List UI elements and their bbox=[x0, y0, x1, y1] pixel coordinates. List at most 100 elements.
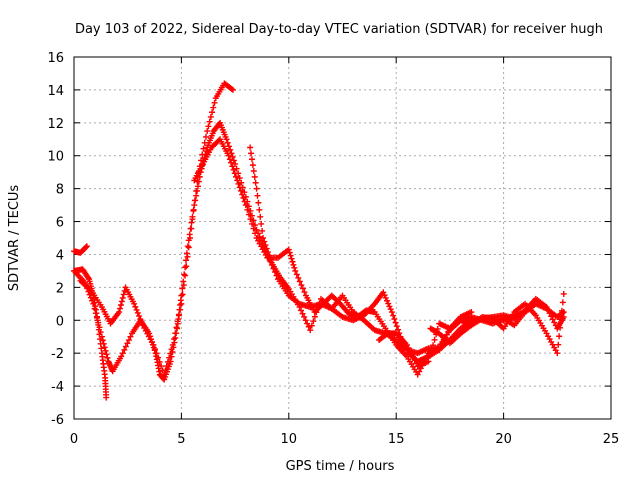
data-point bbox=[425, 358, 432, 365]
data-point bbox=[124, 340, 131, 347]
data-point bbox=[104, 354, 111, 361]
data-point bbox=[266, 252, 273, 259]
data-point bbox=[178, 300, 185, 307]
data-point bbox=[155, 354, 162, 361]
data-point bbox=[175, 312, 182, 319]
data-point bbox=[183, 257, 190, 264]
y-tick-label: -2 bbox=[51, 347, 64, 362]
series-trace-7 bbox=[376, 309, 475, 370]
data-point bbox=[242, 202, 249, 209]
data-point bbox=[245, 203, 252, 210]
data-point bbox=[301, 313, 308, 320]
data-point bbox=[410, 354, 417, 361]
data-point bbox=[182, 264, 189, 271]
data-point bbox=[200, 145, 207, 152]
data-point bbox=[138, 319, 145, 326]
data-point bbox=[248, 156, 255, 163]
data-point bbox=[241, 198, 248, 205]
data-point bbox=[437, 343, 444, 350]
data-point bbox=[101, 344, 108, 351]
data-point bbox=[171, 336, 178, 343]
data-point bbox=[134, 309, 141, 316]
data-point bbox=[118, 298, 125, 305]
data-point bbox=[285, 246, 292, 253]
data-point bbox=[250, 225, 257, 232]
data-point bbox=[298, 282, 305, 289]
data-point bbox=[411, 357, 418, 364]
data-point bbox=[443, 331, 450, 338]
data-point bbox=[252, 230, 259, 237]
data-point bbox=[188, 225, 195, 232]
data-point bbox=[166, 354, 173, 361]
data-point bbox=[228, 85, 235, 92]
x-axis-label: GPS time / hours bbox=[286, 459, 395, 474]
data-point bbox=[229, 163, 236, 170]
data-point bbox=[184, 253, 191, 260]
data-point bbox=[97, 329, 104, 336]
data-point bbox=[385, 300, 392, 307]
data-point bbox=[233, 173, 240, 180]
data-point bbox=[233, 165, 240, 172]
data-point bbox=[224, 139, 231, 146]
y-tick-label: 10 bbox=[47, 150, 64, 165]
data-point bbox=[117, 301, 124, 308]
data-point bbox=[100, 340, 107, 347]
data-point bbox=[103, 394, 110, 401]
data-point bbox=[127, 333, 134, 340]
data-point bbox=[179, 291, 186, 298]
data-point bbox=[560, 290, 567, 297]
y-tick-label: 4 bbox=[56, 248, 64, 263]
data-point bbox=[169, 341, 176, 348]
x-tick-label: 15 bbox=[388, 432, 405, 447]
data-point bbox=[190, 206, 197, 213]
data-point bbox=[239, 191, 246, 198]
data-point bbox=[428, 347, 435, 354]
data-point bbox=[302, 317, 309, 324]
data-point bbox=[250, 217, 257, 224]
data-point bbox=[188, 219, 195, 226]
data-point bbox=[193, 187, 200, 194]
data-point bbox=[186, 235, 193, 241]
data-point bbox=[136, 313, 143, 320]
plot-frame bbox=[73, 56, 612, 420]
data-point bbox=[554, 350, 561, 357]
data-point bbox=[172, 330, 179, 337]
data-point bbox=[296, 278, 303, 285]
data-point bbox=[557, 324, 564, 331]
data-point bbox=[413, 360, 420, 367]
data-point bbox=[549, 316, 556, 323]
grid-lines bbox=[74, 57, 611, 419]
data-point bbox=[431, 336, 438, 343]
data-point bbox=[557, 316, 564, 323]
data-point bbox=[291, 264, 298, 271]
data-point bbox=[247, 144, 254, 151]
data-point bbox=[238, 179, 245, 186]
data-point bbox=[468, 309, 475, 316]
data-point bbox=[163, 363, 170, 370]
chart-title: Day 103 of 2022, Sidereal Day-to-day VTE… bbox=[75, 22, 603, 37]
data-point bbox=[156, 358, 163, 365]
data-point bbox=[204, 128, 211, 135]
data-point bbox=[103, 351, 110, 358]
data-point bbox=[259, 227, 266, 234]
y-tick-label: 6 bbox=[56, 216, 64, 231]
data-point bbox=[560, 309, 567, 316]
data-point bbox=[244, 206, 251, 213]
data-point bbox=[301, 289, 308, 296]
data-point bbox=[254, 192, 261, 199]
data-point bbox=[209, 109, 216, 116]
data-point bbox=[555, 341, 562, 348]
x-tick-label: 0 bbox=[70, 432, 78, 447]
axis-ticks: 0 5 10 15 20 25 -6 -4 -2 0 2 4 6 8 10 12 14 16 bbox=[47, 51, 619, 447]
data-point bbox=[132, 303, 139, 310]
data-point bbox=[304, 320, 311, 327]
data-point bbox=[290, 261, 297, 268]
data-point bbox=[96, 324, 103, 331]
y-tick-label: 8 bbox=[56, 183, 64, 198]
data-point bbox=[388, 309, 395, 316]
data-point bbox=[116, 309, 123, 316]
data-point bbox=[305, 323, 312, 330]
data-point bbox=[211, 99, 218, 106]
data-point bbox=[234, 177, 241, 184]
